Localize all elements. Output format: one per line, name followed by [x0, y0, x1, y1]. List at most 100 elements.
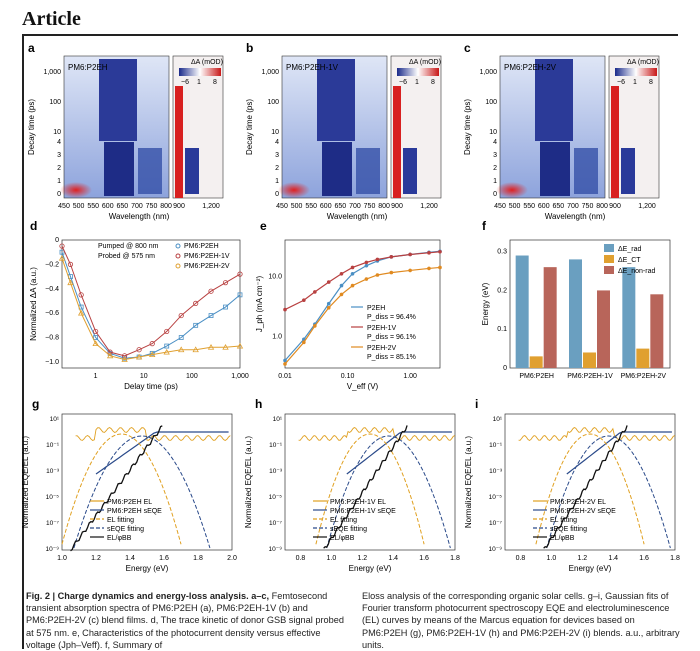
data-point [408, 268, 412, 273]
data-point [438, 249, 442, 254]
y-tick-label: 10⁻¹ [46, 442, 60, 449]
y-tick-label: 1,000 [261, 69, 279, 76]
data-point [67, 279, 74, 286]
x-tick-label: 1.8 [670, 555, 680, 562]
el-phibb-curve [323, 425, 408, 549]
y-tick-label: 10⁻³ [489, 468, 503, 475]
heatmap-nir-red [175, 86, 183, 198]
x-tick-label: 800 [596, 203, 608, 210]
data-point [389, 270, 394, 275]
y-tick-label: 0 [57, 191, 61, 198]
legend-swatch [604, 255, 614, 263]
data-point [178, 312, 184, 319]
legend-label: EL fitting [550, 517, 577, 524]
legend-label: ΔE_CT [618, 257, 641, 264]
x-tick-label: 750 [146, 203, 158, 210]
y-tick-label: −0.8 [45, 335, 59, 342]
header-rule [22, 34, 678, 36]
legend-label: EL/φBB [330, 535, 355, 542]
colorbar [179, 68, 221, 76]
caption-right: Eloss analysis of the corresponding orga… [362, 591, 680, 650]
y-tick-label: 10¹ [493, 416, 503, 423]
data-point [236, 342, 244, 349]
x-tick-label: 1,200 [638, 203, 656, 210]
heatmap-gsb-band-lower [322, 142, 352, 196]
y-tick-label: 3 [275, 152, 279, 159]
data-point [326, 280, 331, 284]
x-tick-label: 500 [73, 203, 85, 210]
data-point [222, 280, 229, 286]
data-point [364, 277, 369, 281]
x-tick-label: 2.0 [227, 555, 237, 562]
data-point [208, 288, 214, 294]
legend-label: sEQE fitting [330, 526, 367, 533]
data-point [408, 252, 412, 257]
legend-marker [175, 263, 181, 269]
colorbar [397, 68, 439, 76]
data-point [192, 346, 199, 353]
data-point [92, 340, 99, 347]
y-axis-label: Normalized EQE/EL (a.u.) [244, 436, 253, 529]
x-tick-label: 900 [173, 203, 185, 210]
x-axis-label: Energy (eV) [569, 564, 612, 573]
legend-label: PM6:P2EH-2V EL [550, 499, 606, 506]
data-point [77, 309, 85, 316]
legend-pdiss: P_diss = 85.1% [367, 354, 416, 361]
y-tick-label: 1 [275, 178, 279, 185]
data-point [106, 352, 114, 359]
data-point [313, 324, 317, 328]
colorbar-tick: 1 [415, 79, 419, 86]
y-tick-label: 10⁻³ [269, 468, 283, 475]
y-tick-label: 2 [493, 165, 497, 172]
x-tick-label: 0.8 [296, 555, 306, 562]
legend-label: PM6:P2EH sEQE [107, 508, 162, 515]
panel-letter: d [30, 219, 37, 233]
data-point [350, 283, 355, 288]
y-tick-label: 10¹ [50, 416, 60, 423]
data-point [350, 271, 355, 276]
x-tick-label: 1.6 [639, 555, 649, 562]
colorbar-label: ΔA (mOD) [627, 59, 659, 66]
heatmap-nir-blue [185, 148, 199, 194]
data-point [326, 305, 331, 310]
annotation: Pumped @ 800 nm [98, 243, 159, 250]
x-tick-label: 1,200 [202, 203, 220, 210]
y-tick-label: 1 [57, 178, 61, 185]
data-point [364, 260, 369, 265]
data-point [122, 353, 128, 359]
side-rule [22, 34, 24, 649]
x-tick-label: 750 [582, 203, 594, 210]
legend-label: EL fitting [107, 517, 134, 524]
colorbar-tick: −6 [181, 79, 189, 86]
legend-marker [175, 253, 181, 259]
colorbar-tick: 1 [197, 79, 201, 86]
heatmap-band-800 [138, 148, 162, 194]
legend-label: PM6:P2EH-2V [184, 263, 230, 270]
data-point [283, 307, 287, 312]
heatmap-nir-blue [621, 148, 635, 194]
article-label: Article [22, 8, 81, 30]
bar [650, 294, 664, 368]
colorbar-label: ΔA (mOD) [191, 59, 223, 66]
caption-bold: Fig. 2 | Charge dynamics and energy-loss… [26, 591, 270, 601]
legend-label: PM6:P2EH EL [107, 499, 152, 506]
x-tick-label: 1.8 [450, 555, 460, 562]
data-point [121, 356, 128, 362]
x-tick-label: 1.0 [546, 555, 556, 562]
data-point [427, 266, 431, 271]
colorbar-tick: 8 [213, 79, 217, 86]
series-line [61, 258, 241, 360]
y-tick-label: −0.6 [45, 310, 59, 317]
y-tick-label: 100 [267, 99, 279, 106]
eqe-panel-i: i 10¹ 10⁻¹ 10⁻³ 10⁻⁵ 10⁻⁷ 10⁻⁹ 0.8 1.0 1.2 1.4 1.6 1… [464, 397, 680, 573]
y-tick-label: 10⁻⁷ [489, 520, 503, 527]
x-tick-label: 600 [538, 203, 550, 210]
panel-letter: a [28, 41, 35, 55]
y-tick-label: 4 [275, 139, 279, 146]
y-tick-label: 1 [493, 178, 497, 185]
el-fit-curve [535, 433, 645, 545]
y-tick-label: 10⁻⁹ [269, 546, 283, 553]
plot-frame [504, 413, 676, 551]
heatmap-nir-blue [403, 148, 417, 194]
y-tick-label: 0.3 [497, 249, 507, 256]
